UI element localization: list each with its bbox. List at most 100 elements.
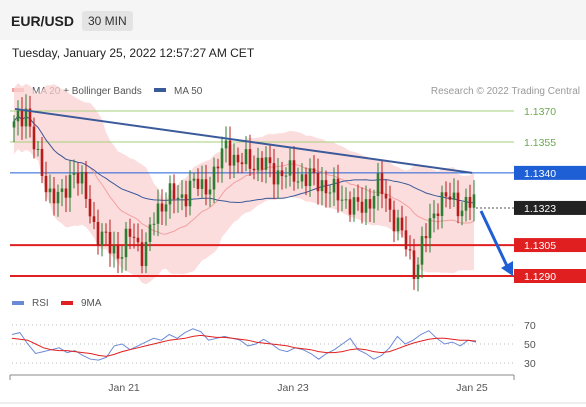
candle-body <box>40 148 44 176</box>
candle-body <box>36 148 40 150</box>
timeframe-badge[interactable]: 30 MIN <box>82 11 133 31</box>
candle-body <box>304 174 308 187</box>
time-tick-label: Jan 21 <box>108 382 140 394</box>
chart-header: EUR/USD 30 MIN <box>0 0 586 40</box>
candle-body <box>264 157 268 170</box>
candle-body <box>132 236 136 238</box>
rsi-ma9-line <box>11 334 477 357</box>
candle-body <box>468 196 472 208</box>
rsi-legend-label: RSI <box>32 298 49 309</box>
candle-body <box>56 191 60 204</box>
candle-body <box>380 173 384 195</box>
support-label-1-text: 1.1305 <box>524 240 556 252</box>
currency-pair: EUR/USD <box>11 13 75 29</box>
candle-body <box>432 213 436 219</box>
candle-body <box>232 154 236 166</box>
candle-body <box>180 194 184 198</box>
candle-body <box>168 183 172 205</box>
candle-body <box>204 179 208 195</box>
candle-body <box>320 180 324 192</box>
candle-body <box>256 157 260 171</box>
rsi-legend-swatch <box>12 301 24 305</box>
candle-body <box>48 188 52 193</box>
candle-body <box>344 199 348 201</box>
candle-body <box>68 174 72 198</box>
rsi-tick-30: 30 <box>524 358 536 370</box>
candle-body <box>124 228 128 258</box>
candle-body <box>20 110 24 127</box>
candle-body <box>340 199 344 201</box>
resistance-label-2: 1.1355 <box>524 137 556 149</box>
candle-body <box>32 126 36 150</box>
candle-body <box>196 178 200 189</box>
time-tick-label: Jan 23 <box>277 382 309 394</box>
candle-body <box>52 188 56 204</box>
support-label-2-tag <box>514 269 586 283</box>
last-price-label-text: 1.1323 <box>524 203 556 215</box>
candle-body <box>120 257 124 259</box>
candle-body <box>260 157 264 170</box>
forecast-arrow-shaft <box>479 210 509 267</box>
candle-body <box>104 231 108 233</box>
candle-body <box>200 179 204 189</box>
candle-body <box>220 148 224 169</box>
candle-body <box>284 175 288 177</box>
rsi-layer: 70 50 30 <box>11 320 536 370</box>
candle-body <box>396 217 400 232</box>
ma50-legend-label: MA 50 <box>174 86 203 97</box>
candle-body <box>472 194 476 208</box>
candle-body <box>452 192 456 200</box>
candle-body <box>240 162 244 165</box>
candle-body <box>60 188 64 192</box>
candle-body <box>460 210 464 217</box>
candle-body <box>324 180 328 194</box>
candle-body <box>216 166 220 169</box>
candle-body <box>176 197 180 200</box>
candle-body <box>100 231 104 246</box>
candle-body <box>72 172 76 175</box>
candle-body <box>224 140 228 149</box>
candle-body <box>424 236 428 239</box>
support-label-2-text: 1.1290 <box>524 271 556 283</box>
candle-body <box>88 198 92 217</box>
candle-body <box>288 160 292 176</box>
candle-body <box>348 199 352 215</box>
support-label-1-tag <box>514 238 586 253</box>
candle-body <box>152 223 156 225</box>
candle-body <box>372 196 376 209</box>
candle-body <box>212 166 216 190</box>
candle-body <box>84 171 88 199</box>
rsi-line <box>11 328 477 361</box>
candle-body <box>12 121 16 128</box>
candle-body <box>244 149 248 165</box>
candle-body <box>364 199 368 213</box>
forecast-arrow-head <box>501 261 513 276</box>
candle-body <box>236 154 240 163</box>
candle-body <box>428 218 432 239</box>
ma50-line <box>13 115 475 204</box>
candle-body <box>356 197 360 202</box>
price-layer <box>10 83 514 292</box>
candle-body <box>164 204 168 212</box>
candle-body <box>412 250 416 280</box>
candle-body <box>44 175 48 193</box>
candle-body <box>464 196 468 211</box>
candle-body <box>252 168 256 171</box>
candle-body <box>64 188 68 198</box>
candle-body <box>144 241 148 267</box>
candle-body <box>352 197 356 215</box>
ma50-legend-swatch <box>154 88 166 92</box>
candle-body <box>184 194 188 207</box>
candle-body <box>136 237 140 243</box>
candle-body <box>408 249 412 251</box>
candle-body <box>28 108 32 127</box>
candle-body <box>404 230 408 250</box>
candle-body <box>316 173 320 192</box>
rsi-tick-70: 70 <box>524 320 536 332</box>
candle-body <box>156 203 160 224</box>
price-labels: 1.1370 1.1355 1.1340 1.1323 1.1305 1.1290 <box>514 106 586 283</box>
candle-body <box>296 181 300 183</box>
candle-body <box>108 231 112 254</box>
rsi-tick-50: 50 <box>524 339 536 351</box>
